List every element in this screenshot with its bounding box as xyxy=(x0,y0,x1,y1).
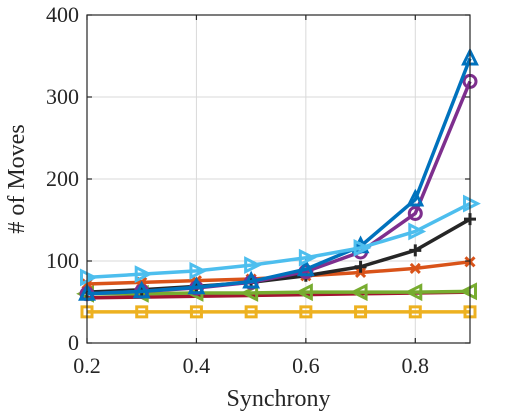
data-point-square xyxy=(354,305,368,319)
y-axis-label: # of Moves xyxy=(4,124,30,233)
data-point-triangle-up xyxy=(296,258,315,277)
data-point-square xyxy=(408,305,422,319)
y-tick-label: 400 xyxy=(46,2,79,27)
y-tick-label: 300 xyxy=(46,84,79,109)
data-point-triangle-right xyxy=(80,268,98,287)
data-point-triangle-up xyxy=(187,276,206,295)
x-tick-label: 0.2 xyxy=(73,353,101,378)
y-tick-label: 200 xyxy=(46,166,79,191)
data-point-triangle-left xyxy=(295,283,313,302)
series-line xyxy=(86,57,472,296)
data-point-square xyxy=(244,305,258,319)
axes: 0.2 0.4 0.6 0.8 0 100 200 300 400 xyxy=(46,2,471,378)
data-point-triangle-right xyxy=(189,261,208,280)
data-point-plus xyxy=(354,260,367,273)
data-point-triangle-right xyxy=(463,194,481,213)
data-point-triangle-right xyxy=(244,256,262,275)
data-point-plus xyxy=(409,244,422,257)
data-point-triangle-right xyxy=(298,248,317,267)
x-tick-label: 0.8 xyxy=(402,353,430,378)
data-point-square xyxy=(189,305,203,319)
series xyxy=(80,194,481,287)
series xyxy=(78,47,479,301)
data-point-square xyxy=(299,305,313,319)
series-layer xyxy=(76,47,481,319)
y-tick-label: 100 xyxy=(46,248,79,273)
data-point-triangle-right xyxy=(408,222,427,241)
data-point-triangle-up xyxy=(242,270,261,289)
data-point-square xyxy=(135,305,149,319)
x-tick-label: 0.6 xyxy=(292,353,320,378)
data-point-triangle-right xyxy=(134,265,153,284)
data-point-triangle-left xyxy=(404,283,423,302)
data-point-triangle-right xyxy=(353,238,372,257)
data-point-x xyxy=(409,262,421,274)
data-point-triangle-up xyxy=(406,188,425,207)
data-point-circle xyxy=(407,205,423,221)
data-point-triangle-up xyxy=(132,280,151,299)
data-point-triangle-left xyxy=(349,283,368,302)
data-point-triangle-left xyxy=(459,282,477,301)
x-tick-label: 0.4 xyxy=(183,353,211,378)
x-axis-label: Synchrony xyxy=(227,386,331,412)
y-tick-label: 0 xyxy=(68,330,79,355)
